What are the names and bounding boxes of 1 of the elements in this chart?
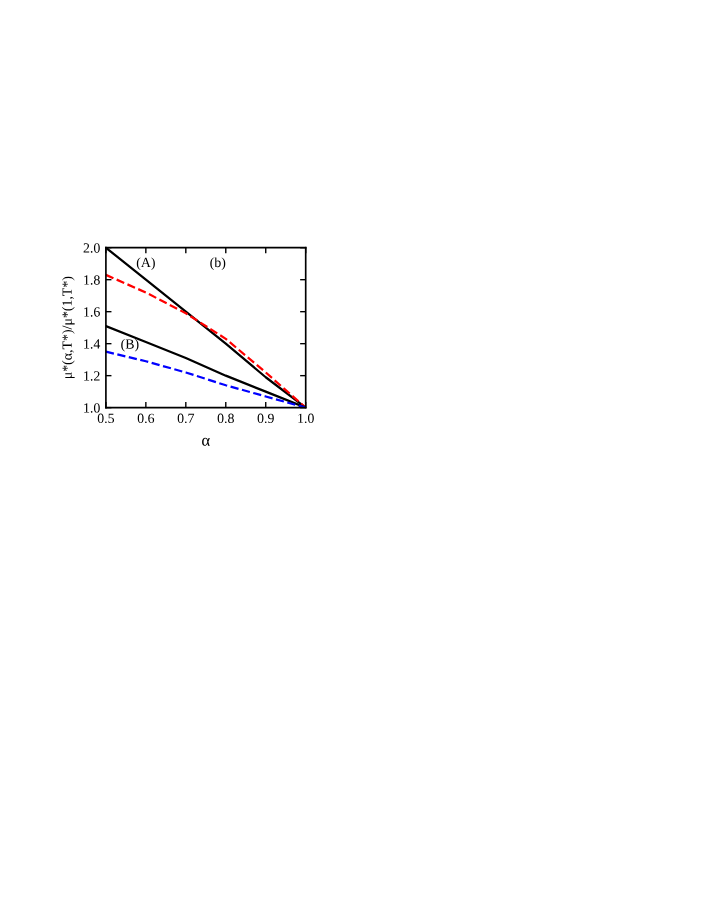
x-axis-title: α [202,437,210,446]
